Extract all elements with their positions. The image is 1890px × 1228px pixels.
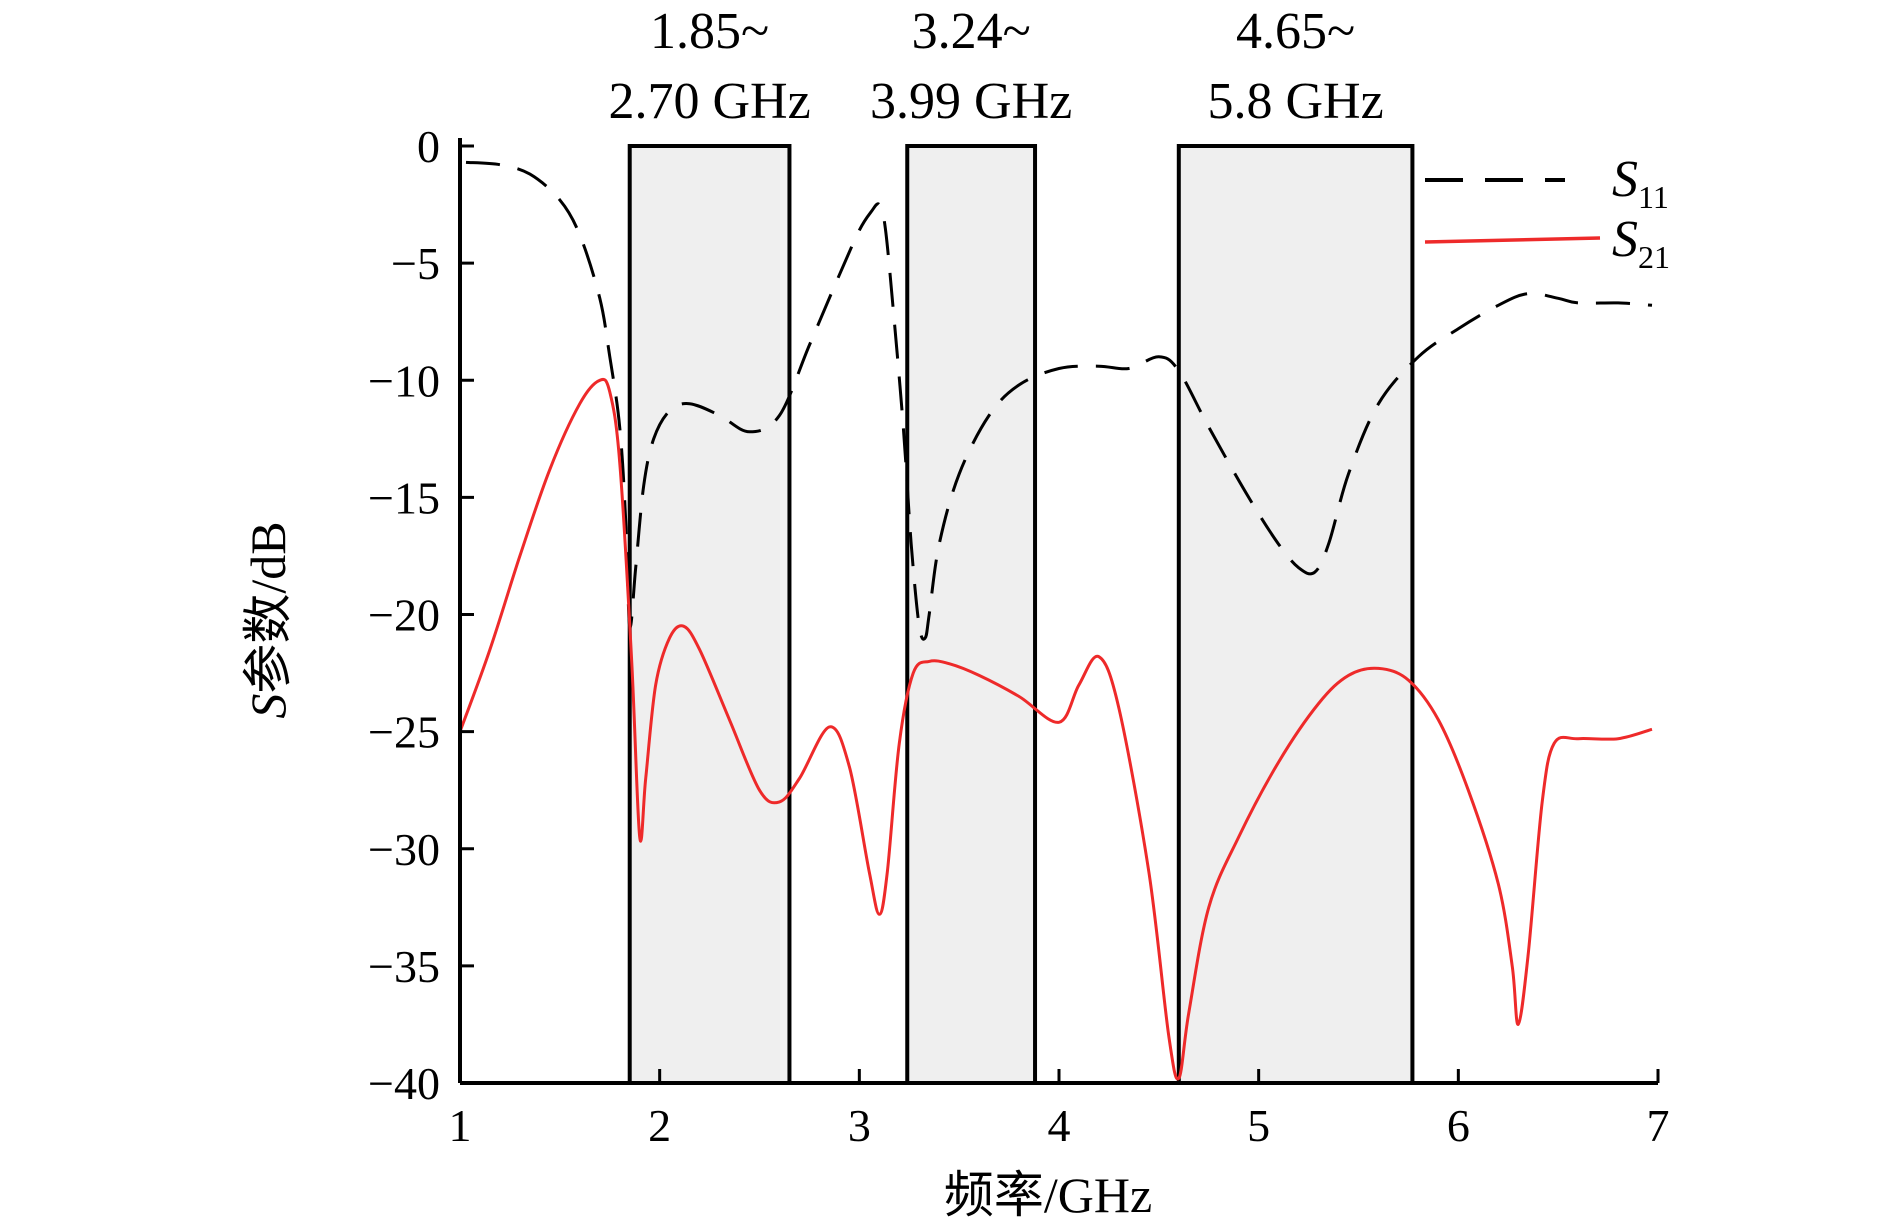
x-tick-label: 3 [848,1100,871,1151]
band-labels: 1.85~ 2.70 GHz 3.24~ 3.99 GHz 4.65~ 5.8 GHz [608,3,1383,130]
y-tick-label: −15 [368,472,440,523]
x-tick-label: 4 [1048,1100,1071,1151]
series-s21-line [458,377,1653,1081]
y-tick-label: −30 [368,824,440,875]
band-1 [627,144,792,1085]
band-3-label-top: 4.65~ [1236,3,1355,60]
y-tick-label: −5 [391,238,440,289]
band-1-label-top: 1.85~ [650,3,769,60]
y-tick-label: −20 [368,590,440,641]
legend: S11 S21 [1424,151,1670,275]
y-axis-title-italic: S [240,694,296,719]
y-tick-label: −25 [368,707,440,758]
x-tick-label: 7 [1647,1100,1670,1151]
x-axis-title: 频率/GHz [944,1167,1152,1223]
x-axis-ticks: 1 2 3 4 5 6 7 [449,1069,1670,1151]
y-axis-ticks: 0 −5 −10 −15 −20 −25 −30 −35 −40 [368,121,474,1109]
legend-s11-label: S11 [1612,151,1669,215]
y-tick-label: −35 [368,941,440,992]
y-tick-label: −40 [368,1058,440,1109]
x-tick-label: 6 [1447,1100,1470,1151]
legend-s21-main: S [1612,211,1638,268]
y-tick-label: −10 [368,355,440,406]
frequency-bands [627,144,1415,1085]
band-3-label-bottom: 5.8 GHz [1208,73,1384,130]
legend-s11-sub: 11 [1638,179,1669,215]
band-2-label-bottom: 3.99 GHz [870,73,1072,130]
legend-s21-sub: 21 [1638,239,1670,275]
y-tick-label: 0 [417,121,440,172]
legend-s11-main: S [1612,151,1638,208]
band-1-label-bottom: 2.70 GHz [608,73,810,130]
x-tick-label: 2 [648,1100,671,1151]
y-axis-title: S参数/dB [240,521,296,718]
x-tick-label: 5 [1247,1100,1270,1151]
band-3 [1176,144,1415,1085]
x-tick-label: 1 [449,1100,472,1151]
legend-s21-label: S21 [1612,211,1670,275]
legend-s21-swatch [1424,236,1601,244]
band-2 [905,144,1038,1085]
data-series [458,160,1653,1081]
y-axis-title-rest: 参数/dB [240,521,296,693]
band-2-label-top: 3.24~ [912,3,1031,60]
